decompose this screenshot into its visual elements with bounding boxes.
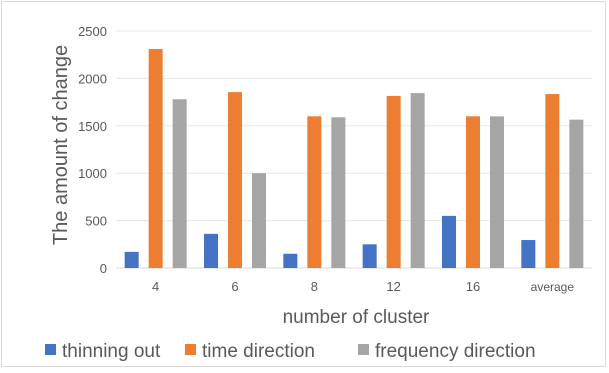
bar-time-direction-average bbox=[545, 94, 560, 269]
x-tick-label: 12 bbox=[386, 279, 400, 294]
x-tick-label: 16 bbox=[466, 279, 480, 294]
y-axis-label: The amount of change bbox=[50, 45, 72, 245]
y-tick-label: 1000 bbox=[78, 166, 107, 181]
bars bbox=[124, 49, 584, 269]
bar-time-direction-16 bbox=[466, 116, 480, 268]
legend-label: frequency direction bbox=[375, 341, 536, 362]
bar-thinning-out-12 bbox=[362, 244, 377, 268]
y-tick-label: 1500 bbox=[78, 119, 107, 134]
bar-time-direction-4 bbox=[148, 49, 163, 269]
legend-swatch bbox=[185, 344, 196, 355]
y-tick-label: 500 bbox=[85, 214, 107, 229]
bar-thinning-out-average bbox=[521, 240, 536, 268]
legend-swatch bbox=[45, 344, 56, 355]
x-tick-label: 6 bbox=[231, 279, 238, 294]
bar-thinning-out-16 bbox=[442, 215, 456, 268]
bar-frequency-direction-6 bbox=[252, 173, 266, 268]
x-axis-label: number of cluster bbox=[283, 307, 430, 328]
legend-swatch bbox=[358, 344, 369, 355]
y-tick-labels: 0 500 1000 1500 2000 2500 bbox=[78, 24, 107, 276]
bar-time-direction-8 bbox=[307, 116, 322, 268]
bar-thinning-out-6 bbox=[204, 233, 218, 268]
x-tick-label: 8 bbox=[311, 279, 318, 294]
legend-label: time direction bbox=[202, 341, 315, 362]
bar-frequency-direction-12 bbox=[410, 93, 425, 269]
x-tick-label: 4 bbox=[152, 279, 159, 294]
legend: thinning out time direction frequency dire… bbox=[45, 341, 536, 362]
bar-thinning-out-8 bbox=[283, 253, 298, 268]
bar-thinning-out-4 bbox=[124, 251, 139, 268]
bar-time-direction-12 bbox=[386, 95, 401, 268]
bar-frequency-direction-16 bbox=[490, 116, 504, 268]
y-tick-label: 2500 bbox=[78, 24, 107, 39]
bar-frequency-direction-4 bbox=[172, 99, 187, 268]
y-tick-label: 2000 bbox=[78, 71, 107, 86]
bar-time-direction-6 bbox=[228, 92, 242, 269]
y-tick-label: 0 bbox=[100, 261, 107, 276]
chart-frame: 0 500 1000 1500 2000 2500 4 6 8 12 16 average The … bbox=[1, 1, 606, 367]
x-tick-labels: 4 6 8 12 16 average bbox=[152, 279, 574, 294]
bar-frequency-direction-average bbox=[569, 119, 584, 268]
x-tick-label: average bbox=[531, 280, 575, 294]
bar-chart: 0 500 1000 1500 2000 2500 4 6 8 12 16 average The … bbox=[45, 24, 592, 362]
gridlines bbox=[116, 30, 592, 269]
legend-label: thinning out bbox=[62, 341, 161, 362]
bar-frequency-direction-8 bbox=[331, 117, 346, 268]
